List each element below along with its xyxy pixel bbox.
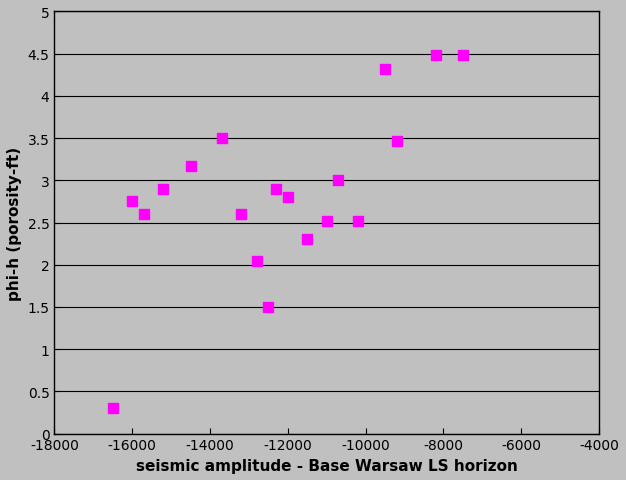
X-axis label: seismic amplitude - Base Warsaw LS horizon: seismic amplitude - Base Warsaw LS horiz… (136, 458, 518, 473)
Point (353, 217, 363, 225)
Point (252, 257, 262, 265)
Point (108, 405, 118, 412)
Point (392, 137, 402, 145)
Point (458, 52, 468, 60)
Y-axis label: phi-h (porosity-ft): phi-h (porosity-ft) (7, 146, 22, 300)
Point (302, 236, 312, 244)
Point (322, 217, 332, 225)
Point (185, 163, 195, 170)
Point (139, 211, 149, 218)
Point (127, 198, 137, 206)
Point (264, 303, 274, 311)
Point (380, 66, 390, 73)
Point (283, 194, 293, 202)
Point (271, 186, 281, 193)
Point (334, 177, 344, 185)
Point (431, 52, 441, 60)
Point (217, 135, 227, 143)
Point (236, 211, 246, 218)
Point (158, 186, 168, 193)
